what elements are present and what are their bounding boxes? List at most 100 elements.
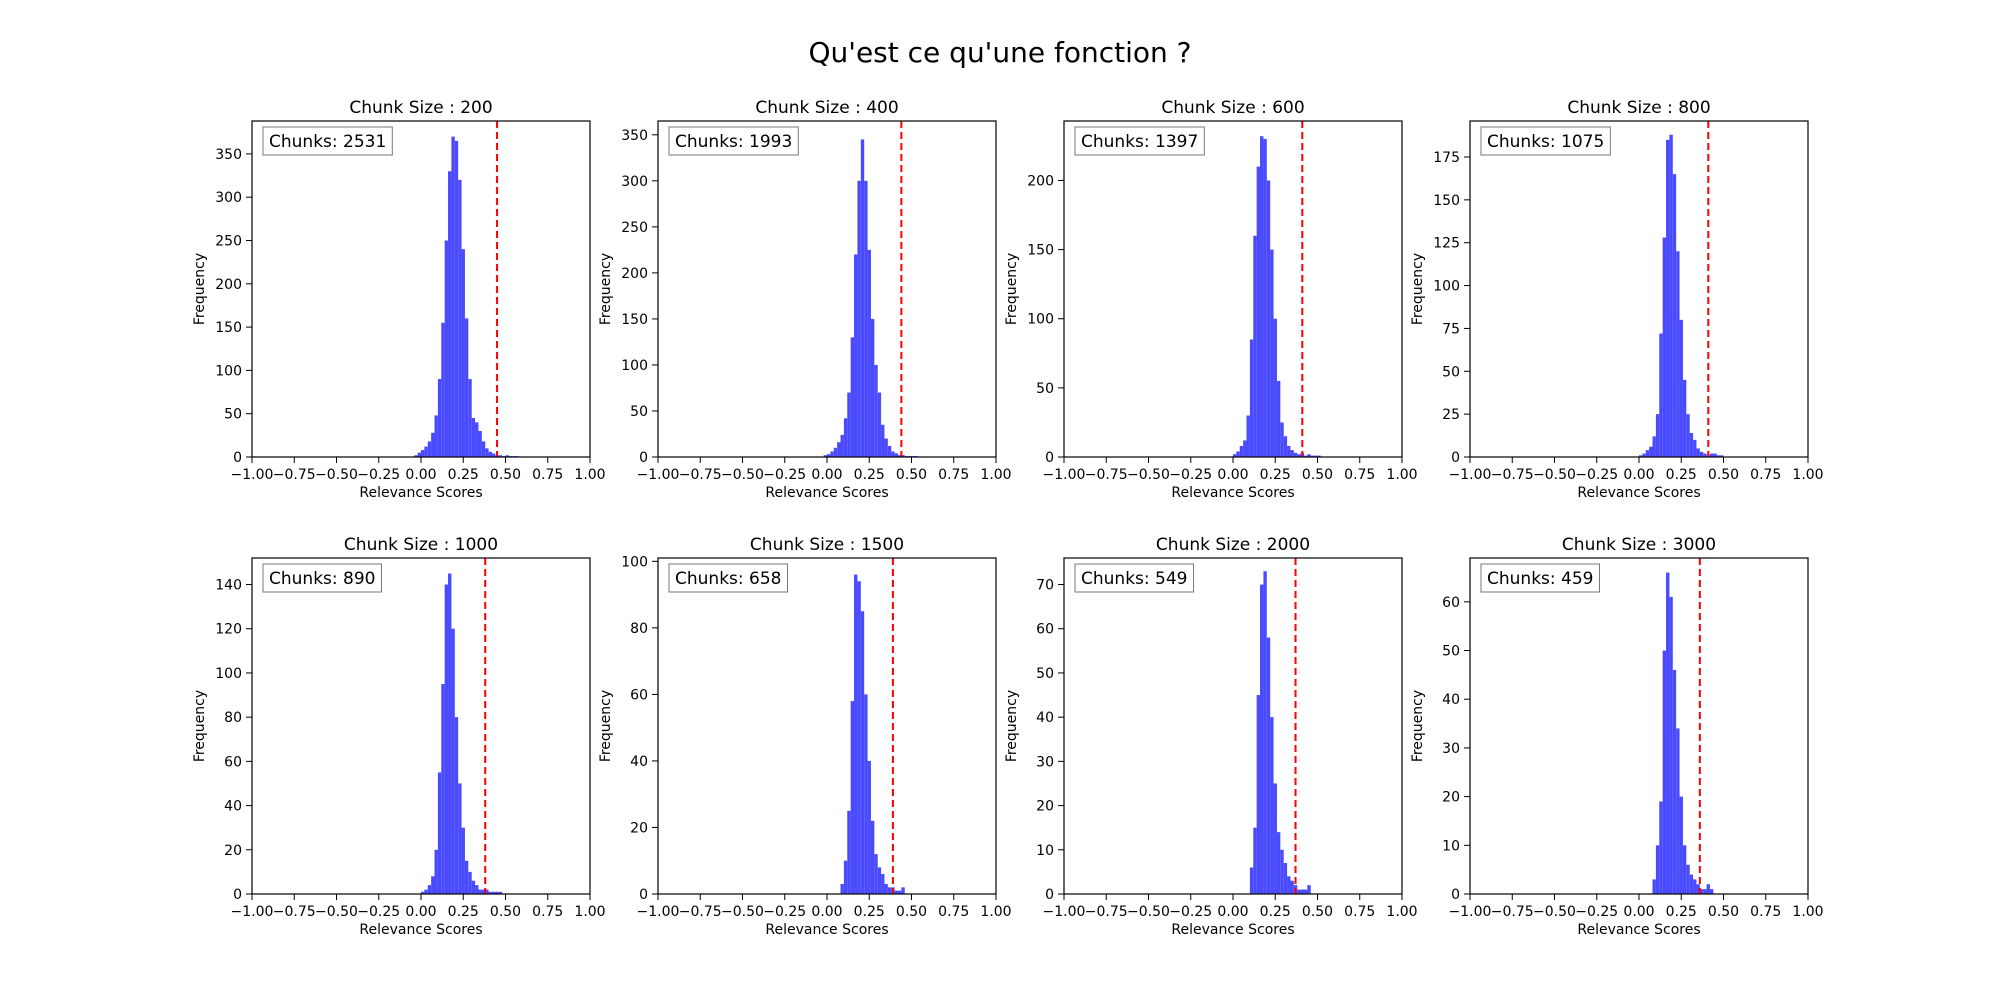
histogram-bar — [1669, 596, 1673, 894]
histogram-bar — [461, 827, 465, 894]
x-tick-label: 1.00 — [980, 904, 1011, 920]
y-tick-label: 350 — [215, 147, 242, 163]
x-tick-label: −0.25 — [763, 904, 806, 920]
histogram-bar — [843, 418, 848, 457]
histogram-bar — [864, 694, 868, 894]
x-tick-label: −0.25 — [763, 467, 806, 483]
histogram-subplot: −1.00 −0.75 −0.50 −0.25 0.00 0.25 0.50 0.75 1.00… — [598, 535, 1012, 938]
y-tick-label: 250 — [621, 220, 648, 236]
histogram-bar — [431, 432, 435, 457]
histogram-bar — [1260, 584, 1264, 894]
histogram-subplot: −1.00 −0.75 −0.50 −0.25 0.00 0.25 0.50 0.75 1.00… — [192, 535, 606, 938]
x-tick-label: −1.00 — [637, 904, 680, 920]
histogram-bar — [1256, 166, 1261, 457]
histogram-bar — [850, 701, 855, 894]
axes-frame — [1063, 120, 1403, 458]
histogram-bar — [1243, 440, 1247, 457]
axes-frame — [657, 120, 997, 458]
y-tick-label: 50 — [1036, 666, 1054, 682]
histogram-bar — [1699, 451, 1704, 457]
histogram-bar — [884, 438, 888, 457]
histogram-bar — [857, 581, 861, 894]
y-tick-label: 20 — [224, 843, 242, 859]
histogram-bar — [860, 611, 865, 894]
x-tick-label: −0.25 — [1169, 904, 1212, 920]
histogram-bar — [843, 860, 848, 894]
y-tick-label: 350 — [621, 128, 648, 144]
histogram-bar — [1669, 134, 1673, 457]
y-tick-label: 150 — [621, 312, 648, 328]
histogram-bar — [441, 322, 445, 457]
histogram-bar — [1693, 439, 1697, 457]
histogram-bar — [840, 884, 844, 894]
x-tick-label: −0.75 — [679, 467, 722, 483]
x-tick-label: 0.75 — [1750, 467, 1781, 483]
histogram-bar — [491, 453, 496, 457]
x-axis-label: Relevance Scores — [765, 922, 888, 938]
histogram-subplot: −1.00 −0.75 −0.50 −0.25 0.00 0.25 0.50 0.75 1.00… — [1410, 535, 1824, 938]
histogram-bar — [874, 364, 878, 457]
histogram-bar — [1662, 650, 1667, 894]
histogram-bar — [448, 171, 452, 458]
histogram-bar — [827, 454, 831, 457]
x-tick-label: 0.25 — [448, 904, 479, 920]
histogram-bar — [1662, 237, 1667, 457]
x-tick-label: −0.50 — [315, 467, 358, 483]
y-tick-label: 20 — [1036, 799, 1054, 815]
y-tick-label: 25 — [1442, 407, 1460, 423]
subplot-title: Chunk Size : 3000 — [1562, 535, 1716, 555]
histogram-bar — [461, 249, 465, 457]
histogram-bar — [867, 249, 871, 457]
chunk-count-box — [1480, 563, 1600, 593]
x-tick-label: 1.00 — [1792, 467, 1823, 483]
y-tick-label: 250 — [215, 234, 242, 250]
axes-frame — [251, 557, 591, 895]
chunk-count-box — [1074, 126, 1205, 156]
x-tick-label: 0.50 — [1302, 904, 1333, 920]
axes-frame — [1469, 120, 1809, 458]
histogram-bar — [1233, 454, 1237, 457]
histogram-bar — [1655, 414, 1660, 457]
histogram-bar — [424, 446, 428, 457]
x-axis-label: Relevance Scores — [1577, 922, 1700, 938]
chunk-count-label: Chunks: 1993 — [675, 132, 792, 152]
x-axis-label: Relevance Scores — [359, 485, 482, 501]
histogram-bar — [427, 885, 432, 894]
histogram-bar — [1303, 455, 1308, 457]
histogram-bar — [1300, 889, 1304, 894]
histogram-bar — [870, 820, 875, 894]
histogram-bar — [485, 889, 489, 894]
x-axis-label: Relevance Scores — [765, 485, 888, 501]
y-axis-label: Frequency — [1410, 253, 1426, 325]
y-tick-label: 175 — [1433, 150, 1460, 166]
x-tick-label: 1.00 — [980, 467, 1011, 483]
y-tick-label: 70 — [1036, 578, 1054, 594]
y-tick-label: 100 — [1433, 279, 1460, 295]
histogram-subplot: −1.00 −0.75 −0.50 −0.25 0.00 0.25 0.50 0.75 1.00… — [1004, 535, 1418, 938]
x-tick-label: 1.00 — [1386, 467, 1417, 483]
y-tick-label: 125 — [1433, 236, 1460, 252]
histogram-bar — [427, 441, 432, 457]
histogram-bar — [1253, 827, 1257, 894]
y-tick-label: 10 — [1036, 843, 1054, 859]
histogram-bar — [1256, 695, 1261, 894]
y-tick-label: 60 — [630, 687, 648, 703]
histogram-bar — [901, 455, 905, 457]
histogram-bar — [870, 318, 875, 457]
histogram-bar — [1682, 845, 1687, 894]
histogram-bar — [1263, 571, 1267, 894]
y-tick-label: 150 — [1027, 243, 1054, 259]
y-axis-label: Frequency — [192, 690, 208, 762]
chunk-count-label: Chunks: 1397 — [1081, 132, 1198, 152]
y-axis-label: Frequency — [1004, 690, 1020, 762]
x-tick-label: 0.25 — [854, 904, 885, 920]
x-tick-label: 0.00 — [1623, 467, 1654, 483]
histogram-subplot: −1.00 −0.75 −0.50 −0.25 0.00 0.25 0.50 0.75 1.00… — [1410, 98, 1824, 501]
y-tick-label: 80 — [630, 621, 648, 637]
x-tick-label: 0.00 — [1623, 904, 1654, 920]
x-tick-label: −1.00 — [1043, 904, 1086, 920]
histogram-bar — [881, 424, 885, 457]
subplot-title: Chunk Size : 1000 — [344, 535, 498, 555]
x-tick-label: 1.00 — [574, 467, 605, 483]
